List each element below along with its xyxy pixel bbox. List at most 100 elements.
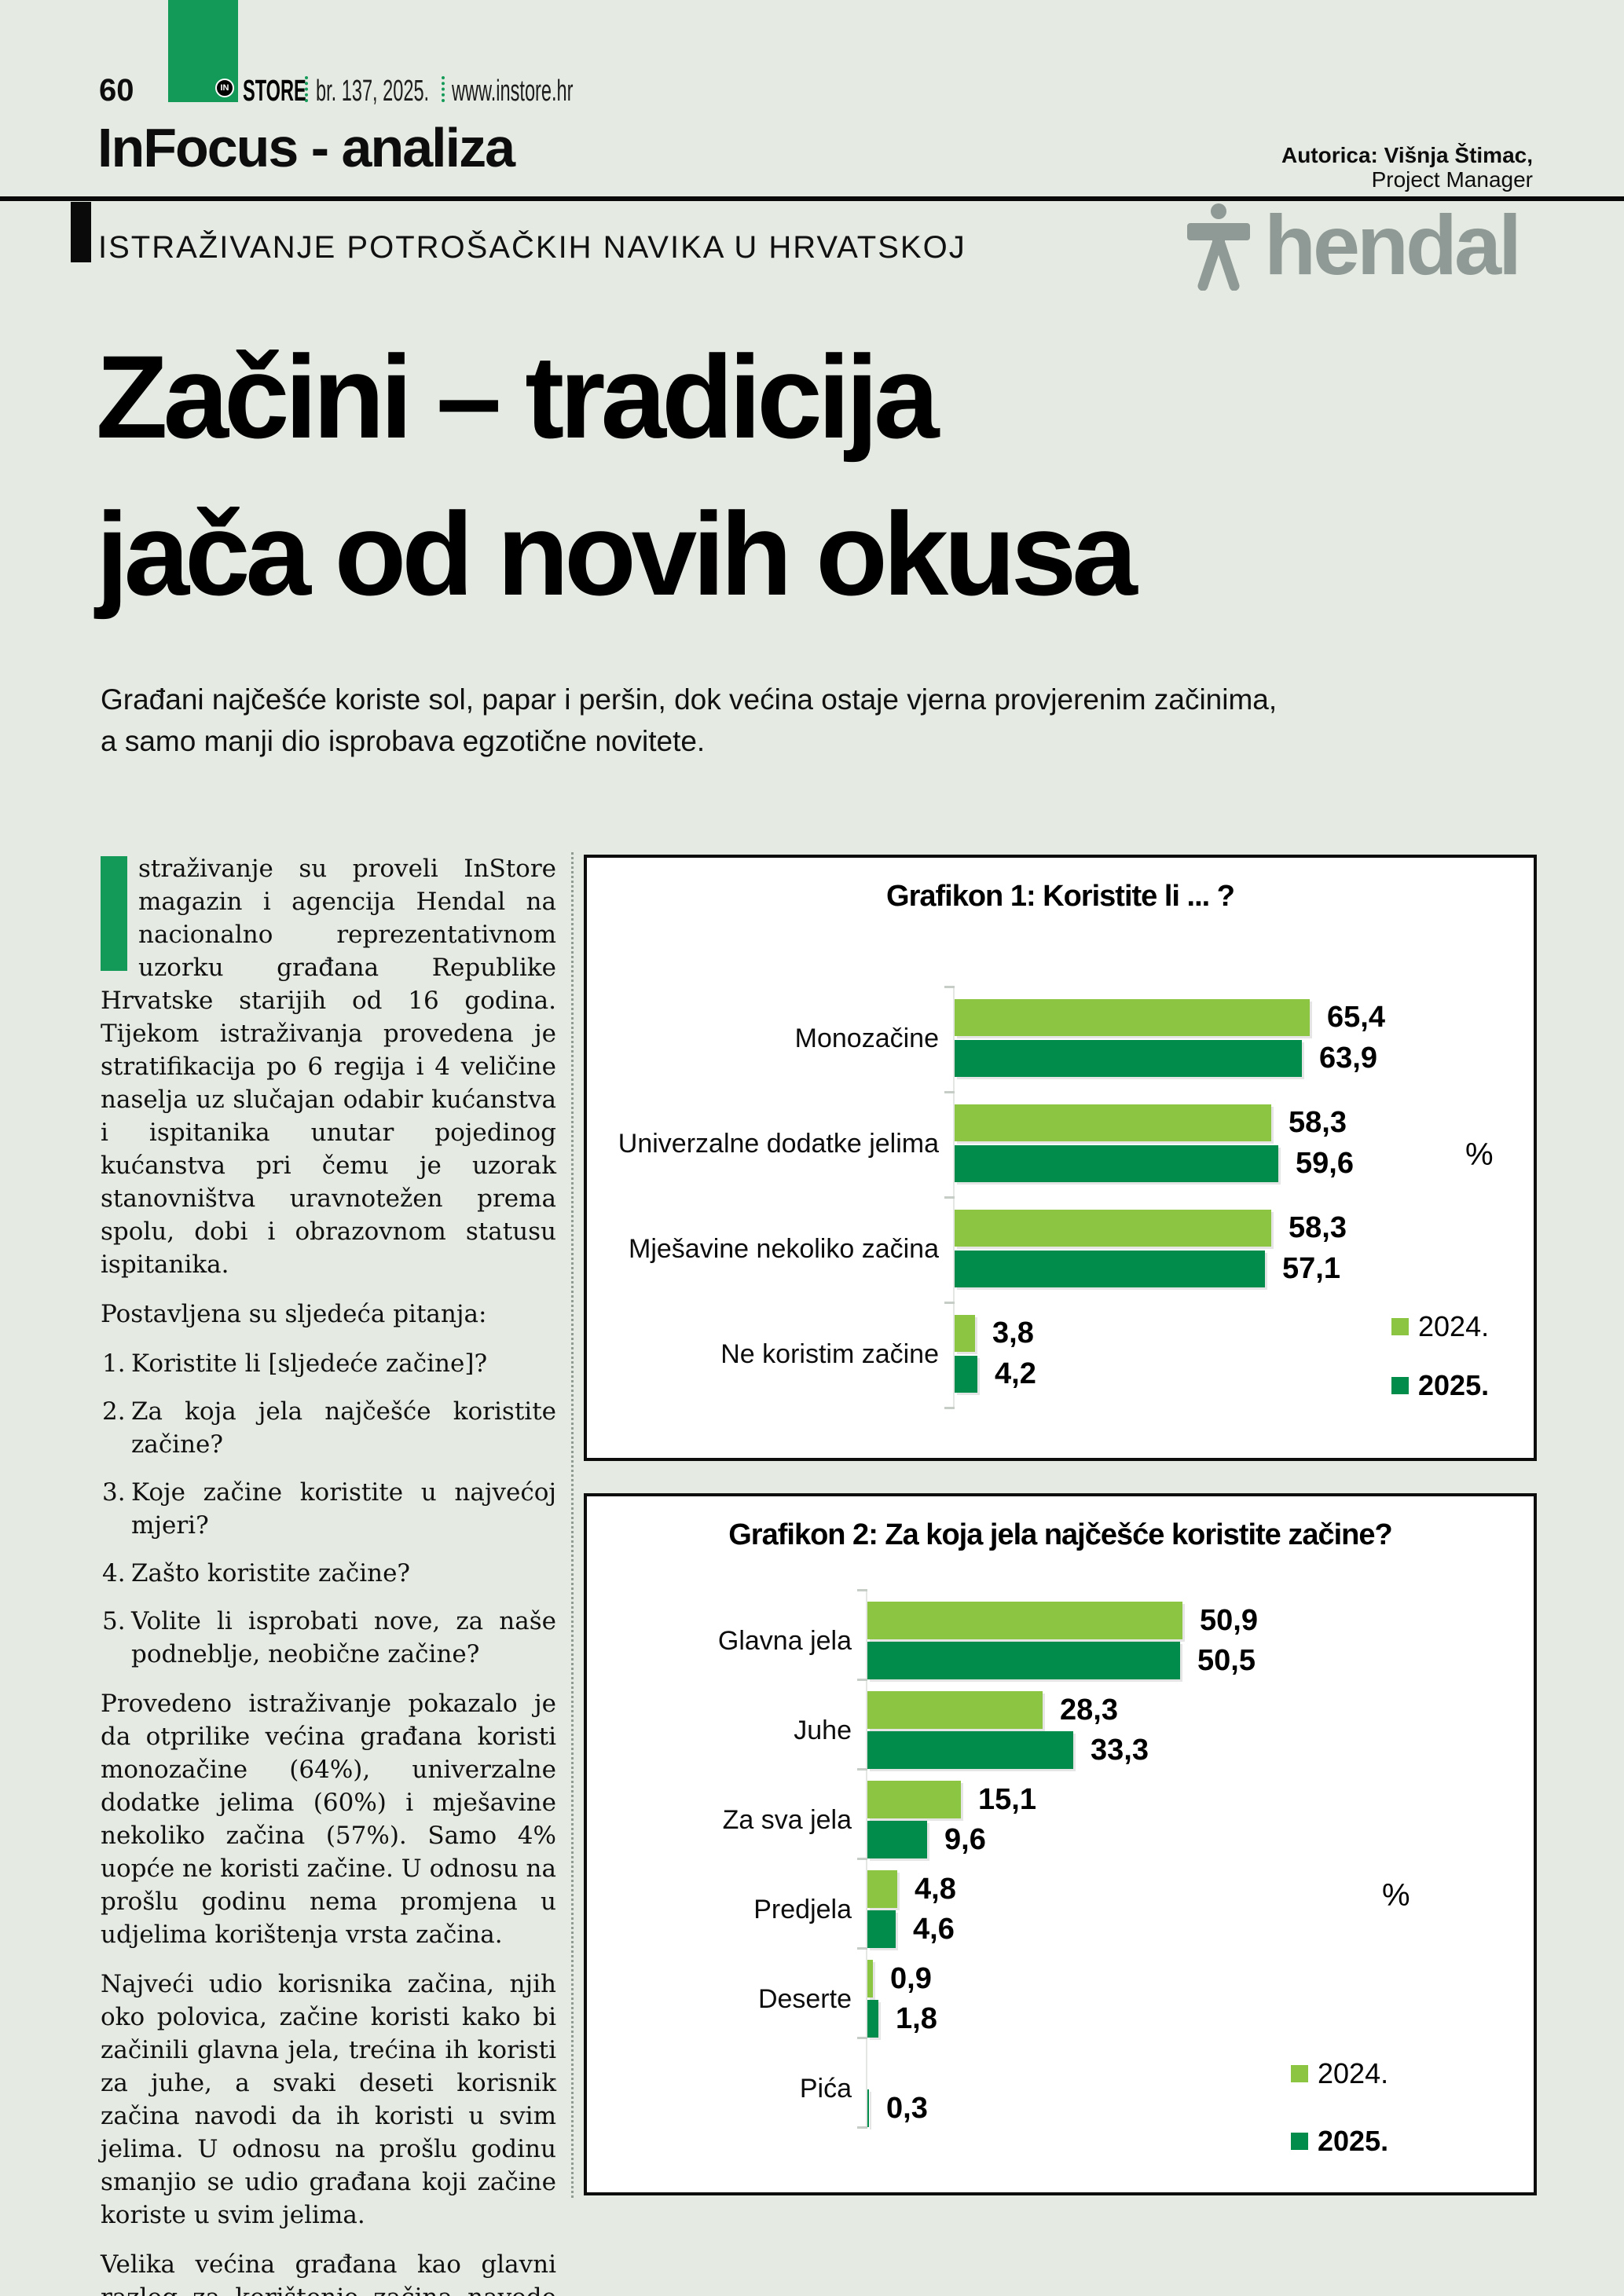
legend-swatch [1291, 2133, 1308, 2150]
value-label-2024: 15,1 [978, 1783, 1036, 1816]
bar-2025 [867, 2000, 878, 2038]
legend-swatch [1391, 1318, 1409, 1335]
category-label: Mješavine nekoliko začina [629, 1234, 939, 1264]
bar-2024 [955, 999, 1310, 1036]
header-divider [0, 196, 1624, 201]
author-name: Autorica: Višnja Štimac, [1281, 143, 1533, 167]
value-label-2025: 33,3 [1091, 1734, 1149, 1767]
axis-tick [857, 1589, 867, 1591]
value-label-2024: 3,8 [992, 1316, 1034, 1349]
question-item: Koje začine koristite u najvećoj mjeri? [102, 1476, 556, 1540]
hendal-person-icon [1187, 203, 1250, 291]
question-item: Za koja jela najčešće koristite začine? [102, 1395, 556, 1459]
bar-2025 [867, 1821, 927, 1858]
bar-2024 [955, 1315, 975, 1352]
legend-item-2025: 2025. [1391, 1369, 1489, 1402]
body-paragraph: Najveći udio korisnika začina, njih oko … [101, 1970, 556, 2229]
section-title: InFocus - analiza [97, 117, 515, 178]
legend-item-2024: 2024. [1391, 1310, 1489, 1343]
legend-label: 2025. [1418, 1369, 1490, 1401]
intro-standfirst: Građani najčešće koriste sol, papar i pe… [101, 679, 1277, 762]
axis-tick [857, 1858, 867, 1860]
bar-2024 [955, 1104, 1271, 1141]
bar-2024 [955, 1210, 1271, 1247]
article-column: straživanje su proveli InStore magazin i… [101, 852, 556, 2296]
masthead-separator [305, 76, 308, 102]
axis-tick [857, 2037, 867, 2039]
bar-2024 [867, 1870, 897, 1908]
axis-tick [944, 1302, 955, 1304]
page-number: 60 [99, 73, 134, 108]
body-paragraph: Velika većina građana kao glavni razlog … [101, 2250, 556, 2296]
axis-tick [944, 1407, 955, 1409]
value-label-2025: 59,6 [1296, 1147, 1354, 1180]
category-label: Za sva jela [722, 1805, 852, 1835]
legend-item-2025: 2025. [1291, 2125, 1388, 2158]
legend-swatch [1391, 1377, 1409, 1394]
legend-label: 2025. [1318, 2125, 1389, 2157]
author-role: Project Manager [1371, 167, 1533, 192]
lead-paragraph: straživanje su proveli InStore magazin i… [101, 852, 556, 1281]
value-label-2025: 9,6 [944, 1823, 986, 1856]
category-label: Predjela [753, 1895, 852, 1924]
value-label-2024: 28,3 [1060, 1694, 1118, 1727]
bar-2024 [867, 1960, 873, 1998]
axis-tick [857, 1679, 867, 1681]
kicker: ISTRAŽIVANJE POTROŠAČKIH NAVIKA U HRVATS… [98, 230, 966, 265]
lead-text: straživanje su proveli InStore magazin i… [101, 855, 556, 1279]
axis-tick [857, 1768, 867, 1771]
question-item: Volite li isprobati nove, za naše podneb… [102, 1605, 556, 1668]
bar-2025 [867, 1910, 896, 1948]
body-paragraph: Provedeno istraživanje pokazalo je da ot… [101, 1690, 556, 1949]
headline-line1: Začini – tradicija [96, 331, 939, 463]
value-label-2025: 4,6 [913, 1913, 955, 1946]
website-link[interactable]: www.instore.hr [452, 75, 574, 108]
axis-tick [944, 1196, 955, 1199]
category-label: Pića [799, 2074, 852, 2104]
chart-1-panel: Grafikon 1: Koristite li ... ?% Monozačin… [584, 855, 1537, 1461]
intro-line2: a samo manji dio isprobava egzotične nov… [101, 725, 706, 757]
value-label-2024: 58,3 [1289, 1106, 1347, 1139]
category-label: Univerzalne dodatke jelima [618, 1129, 939, 1159]
category-label: Ne koristim začine [720, 1339, 939, 1369]
axis-tick [944, 1091, 955, 1093]
value-label-2024: 58,3 [1289, 1211, 1347, 1244]
value-label-2025: 57,1 [1282, 1252, 1340, 1285]
author-block: Autorica: Višnja Štimac, Project Manager [1281, 143, 1533, 192]
column-divider [571, 852, 574, 2198]
value-label-2024: 0,9 [890, 1962, 932, 1995]
bar-2025 [955, 1356, 977, 1393]
axis-tick [857, 1947, 867, 1950]
bar-2025 [867, 1642, 1180, 1679]
percent-unit-label: % [1382, 1878, 1410, 1913]
legend-label: 2024. [1318, 2057, 1389, 2089]
legend-swatch [1291, 2065, 1308, 2082]
value-label-2025: 63,9 [1319, 1042, 1377, 1075]
axis-tick [944, 986, 955, 988]
percent-unit-label: % [1465, 1137, 1494, 1172]
drop-cap-I [101, 856, 127, 971]
instore-logo-wordmark: STORE [243, 75, 306, 108]
chart-title: Grafikon 2: Za koja jela najčešće korist… [728, 1518, 1393, 1551]
masthead-separator [442, 76, 445, 102]
chart-2-panel: Grafikon 2: Za koja jela najčešće korist… [584, 1493, 1537, 2195]
kicker-bar [71, 202, 91, 262]
category-label: Glavna jela [717, 1626, 852, 1656]
questions-intro: Postavljena su sljedeća pitanja: [101, 1300, 487, 1328]
question-item: Zašto koristite začine? [102, 1557, 411, 1590]
headline-line2: jača od novih okusa [96, 488, 1138, 620]
hendal-logo: hendal [1182, 197, 1522, 292]
value-label-2025: 1,8 [896, 2002, 937, 2035]
value-label-2024: 50,9 [1200, 1604, 1258, 1637]
hendal-wordmark: hendal [1264, 197, 1522, 292]
value-label-2024: 65,4 [1327, 1001, 1385, 1034]
value-label-2025: 50,5 [1197, 1644, 1256, 1677]
bar-2025 [867, 1731, 1073, 1769]
bar-2025 [955, 1040, 1302, 1077]
value-label-2025: 4,2 [995, 1357, 1036, 1390]
question-item: Koristite li [sljedeće začine]? [102, 1347, 488, 1380]
legend-label: 2024. [1418, 1310, 1490, 1342]
bar-2024 [867, 1602, 1182, 1639]
category-label: Deserte [757, 1984, 852, 2014]
